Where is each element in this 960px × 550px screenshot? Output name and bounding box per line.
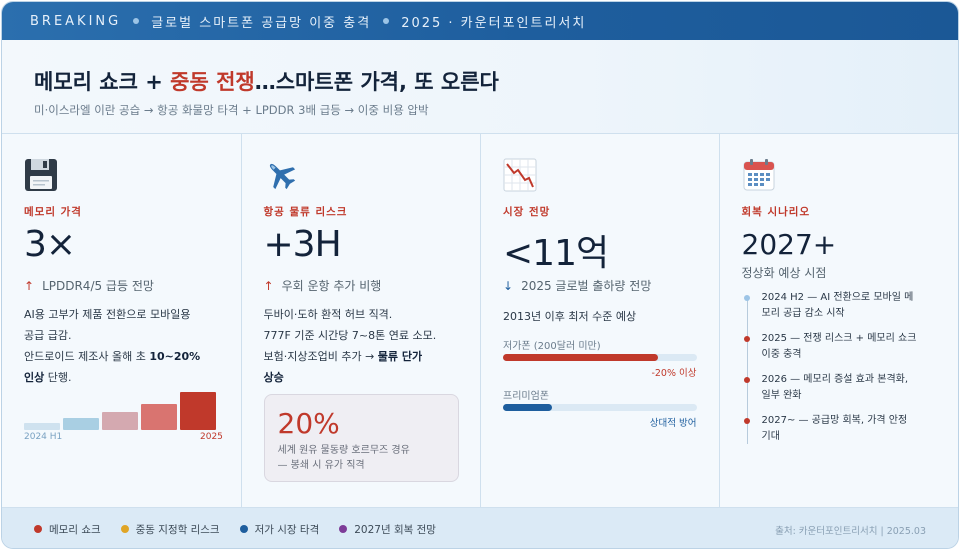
- body-bold: 인상: [24, 371, 45, 384]
- premium-bar-label: 프리미엄폰: [503, 391, 549, 402]
- title-part1: 메모리 쇼크 +: [34, 70, 171, 94]
- timeline-line: [746, 296, 748, 444]
- timeline-dot: [743, 336, 750, 342]
- mini-chart-start-label: 2024 H1: [24, 432, 63, 442]
- timeline-dot: [743, 295, 750, 301]
- airplane-icon: [269, 163, 295, 190]
- air-logistics-card: 항공 물류 리스크 +3H ↑ 우회 운항 추가 비행 두바이·도하 환적 허브 …: [241, 134, 481, 507]
- recovery-scenario-card: 회복 시나리오 2027+ 정상화 예상 시점 2024 H2 — AI 전환으…: [719, 134, 958, 507]
- headline-section: 메모리 쇼크 + 중동 전쟁…스마트폰 가격, 또 오른다 미·이스라엘 이란 …: [2, 40, 958, 134]
- premium-bar-note: 상대적 방어: [649, 418, 697, 429]
- timeline-dot: [743, 377, 750, 383]
- card-body: AI용 고부가 제품 전환으로 모바일용 공급 급감. 안드로이드 제조사 올해…: [24, 304, 224, 388]
- body-line: 상승: [264, 367, 464, 388]
- card-value: 3×: [24, 224, 76, 265]
- mini-chart-end-label: 2025: [200, 432, 223, 442]
- card-label: 메모리 가격: [24, 206, 82, 218]
- floppy-disk-icon: [25, 159, 57, 191]
- body-line: 777F 기준 시간당 7~8톤 연료 소모.: [263, 329, 437, 342]
- card-sub-text: 정상화 예상 시점: [741, 266, 827, 280]
- chart-down-icon: [503, 158, 537, 192]
- timeline-item: 2024 H2 — AI 전환으로 모바일 메 모리 공급 감소 시작: [742, 290, 938, 322]
- body-line: 두바이·도하 환적 허브 직격.: [263, 308, 393, 321]
- card-sub: ↓ 2025 글로벌 출하량 전망: [503, 277, 651, 294]
- lowend-bar-label: 저가폰 (200달러 미만): [503, 341, 601, 352]
- card-sub: ↑ LPDDR4/5 급등 전망: [24, 277, 154, 294]
- hormuz-callout: 20% 세계 원유 물동량 호르무즈 경유 — 봉쇄 시 유가 직격: [263, 394, 459, 482]
- mini-chart-bar: [24, 423, 60, 430]
- breaking-banner: BREAKING 글로벌 스마트폰 공급망 이중 충격 2025 · 카운터포인…: [2, 2, 958, 40]
- memory-price-card: 메모리 가격 3× ↑ LPDDR4/5 급등 전망 AI용 고부가 제품 전환으…: [2, 134, 242, 507]
- title-accent: 중동 전쟁: [170, 70, 255, 94]
- card-sub-text: 우회 운항 추가 비행: [281, 279, 382, 293]
- card-label: 항공 물류 리스크: [263, 206, 348, 218]
- mini-chart-bar: [180, 392, 216, 430]
- legend-dot: [34, 525, 42, 533]
- banner-meta: 2025 · 카운터포인트리서치: [401, 15, 587, 31]
- memory-trend-mini-chart: [24, 390, 220, 430]
- legend-item: 중동 지정학 리스크: [120, 522, 220, 537]
- up-arrow-icon: ↑: [263, 279, 274, 293]
- timeline-item: 2026 — 메모리 증설 효과 본격화, 일부 완화: [742, 372, 938, 404]
- card-body: 2013년 이후 최저 수준 예상: [503, 310, 637, 323]
- legend-item: 메모리 쇼크: [34, 522, 101, 537]
- timeline-item: 2025 — 전쟁 리스크 + 메모리 쇼크 이중 충격: [742, 331, 938, 363]
- card-sub: ↑ 우회 운항 추가 비행: [264, 277, 382, 294]
- page-subtitle: 미·이스라엘 이란 공습 → 항공 화물망 타격 + LPDDR 3배 급등 →…: [34, 103, 429, 117]
- calendar-icon: [743, 159, 774, 191]
- callout-value: 20%: [277, 407, 340, 440]
- body-bold: 물류 단가: [377, 350, 423, 363]
- mini-chart-bar: [63, 418, 99, 430]
- source-credit: 출처: 카운터포인트리서치 | 2025.03: [775, 526, 926, 537]
- mini-chart-bar: [102, 412, 138, 430]
- mini-chart-bar: [141, 404, 177, 430]
- body-bold: 상승: [263, 371, 284, 384]
- lowend-bar-note: -20% 이상: [651, 368, 697, 379]
- timeline-dot: [743, 418, 750, 424]
- banner-separator-dot: [133, 18, 140, 24]
- card-value: 2027+: [741, 228, 837, 261]
- timeline-item: 2027~ — 공급망 회복, 가격 안정 기대: [742, 413, 938, 445]
- premium-progress-bar: [503, 404, 697, 411]
- body-bold: 10~20%: [149, 350, 201, 363]
- legend-item: 저가 시장 타격: [239, 522, 319, 537]
- banner-separator-dot: [383, 18, 390, 24]
- body-line: AI용 고부가 제품 전환으로 모바일용: [24, 308, 191, 321]
- card-label: 회복 시나리오: [741, 206, 811, 218]
- card-body: 두바이·도하 환적 허브 직격. 777F 기준 시간당 7~8톤 연료 소모.…: [264, 304, 464, 388]
- card-sub-text: 2025 글로벌 출하량 전망: [521, 279, 652, 293]
- market-outlook-card: 시장 전망 <11억 ↓ 2025 글로벌 출하량 전망 2013년 이후 최저 …: [481, 134, 720, 507]
- stat-columns: 메모리 가격 3× ↑ LPDDR4/5 급등 전망 AI용 고부가 제품 전환으…: [2, 134, 958, 507]
- legend-dot: [339, 525, 348, 533]
- legend-item: 2027년 회복 전망: [339, 522, 436, 537]
- card-sub-text: LPDDR4/5 급등 전망: [42, 279, 154, 293]
- legend-footer: 메모리 쇼크 중동 지정학 리스크 저가 시장 타격 2027년 회복 전망 출…: [2, 507, 958, 548]
- callout-text: 세계 원유 물동량 호르무즈 경유 — 봉쇄 시 유가 직격: [277, 445, 410, 471]
- legend-dot: [239, 525, 248, 533]
- lowend-progress-bar: [503, 354, 697, 361]
- up-arrow-icon: ↑: [24, 279, 35, 293]
- card-label: 시장 전망: [503, 206, 551, 218]
- card-value: +3H: [263, 224, 342, 265]
- body-line: 안드로이드 제조사 올해 초 10~20%: [24, 350, 201, 363]
- breaking-label: BREAKING: [30, 13, 122, 29]
- card-value: <11억: [503, 233, 609, 274]
- page-title: 메모리 쇼크 + 중동 전쟁…스마트폰 가격, 또 오른다: [34, 66, 499, 96]
- legend-dot: [120, 525, 129, 533]
- body-line: 공급 급감.: [24, 329, 72, 342]
- down-arrow-icon: ↓: [503, 279, 514, 293]
- premium-progress-fill: [503, 404, 552, 411]
- lowend-progress-fill: [503, 354, 659, 361]
- title-part2: …스마트폰 가격, 또 오른다: [254, 70, 499, 94]
- banner-topic: 글로벌 스마트폰 공급망 이중 충격: [151, 15, 372, 31]
- body-line: 인상 단행.: [24, 371, 72, 384]
- body-line: 보험·지상조업비 추가 → 물류 단가: [263, 350, 423, 363]
